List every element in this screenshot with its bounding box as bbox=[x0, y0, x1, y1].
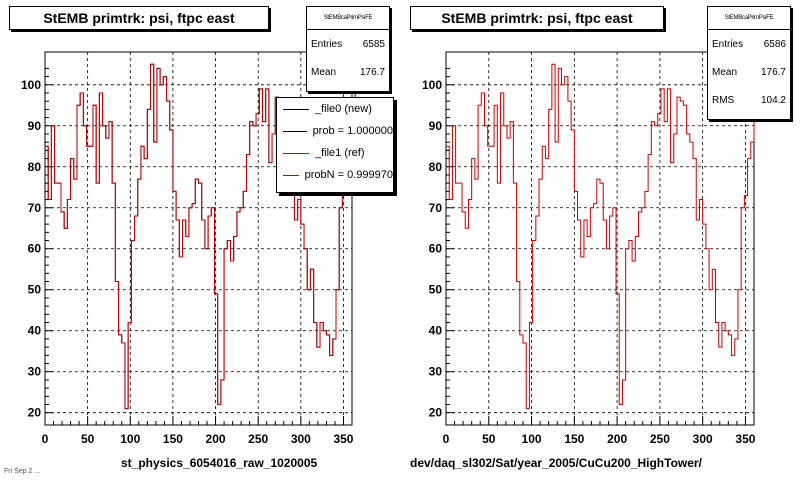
y-tick-label: 50 bbox=[28, 283, 42, 297]
y-tick-label: 80 bbox=[28, 160, 42, 174]
histogram-series-main bbox=[446, 63, 761, 410]
y-tick-label: 60 bbox=[429, 242, 443, 256]
y-tick-label: 90 bbox=[28, 119, 42, 133]
x-tick-label: 0 bbox=[443, 432, 450, 446]
y-tick-label: 100 bbox=[21, 78, 41, 92]
y-tick-label: 30 bbox=[429, 365, 443, 379]
y-tick-label: 40 bbox=[429, 324, 443, 338]
panel1-stats-box: StEMBcaPrimPsiFE Entries 6585 Mean 176.7 bbox=[306, 6, 390, 92]
panel1-stats-row-entries: Entries 6585 bbox=[311, 38, 385, 50]
y-tick-label: 50 bbox=[429, 283, 443, 297]
x-tick-label: 200 bbox=[607, 432, 627, 446]
y-tick-label: 70 bbox=[28, 201, 42, 215]
y-tick-label: 90 bbox=[429, 119, 443, 133]
x-tick-label: 100 bbox=[522, 432, 542, 446]
y-tick-label: 80 bbox=[429, 160, 443, 174]
x-tick-label: 350 bbox=[735, 432, 755, 446]
y-tick-label: 70 bbox=[429, 201, 443, 215]
y-tick-label: 20 bbox=[429, 406, 443, 420]
x-tick-label: 250 bbox=[650, 432, 670, 446]
legend-item-file1: _file1 (ref) bbox=[277, 142, 393, 164]
legend-item-file0: _file0 (new) bbox=[277, 98, 393, 120]
histogram-series-file1-ref bbox=[45, 63, 359, 410]
panel1-stats-row-mean: Mean 176.7 bbox=[311, 66, 385, 78]
legend-swatch-black bbox=[283, 108, 309, 110]
x-tick-label: 150 bbox=[564, 432, 584, 446]
legend-swatch-red bbox=[283, 174, 299, 176]
panel1-stats-name: StEMBcaPrimPsiFE bbox=[307, 7, 389, 30]
y-tick-label: 60 bbox=[28, 242, 42, 256]
footer-timestamp: Fri Sep 2 ... bbox=[4, 468, 41, 475]
x-tick-label: 200 bbox=[206, 432, 226, 446]
x-tick-label: 250 bbox=[248, 432, 268, 446]
y-tick-label: 20 bbox=[28, 406, 42, 420]
legend-item-probn: probN = 0.999970 bbox=[277, 164, 393, 186]
y-tick-label: 100 bbox=[422, 78, 442, 92]
panel1-file-label: st_physics_6054016_raw_1020005 bbox=[121, 456, 318, 470]
y-tick-label: 40 bbox=[28, 324, 42, 338]
x-tick-label: 50 bbox=[482, 432, 496, 446]
legend-item-prob: prob = 1.000000 bbox=[277, 120, 393, 142]
x-tick-label: 150 bbox=[163, 432, 183, 446]
x-tick-label: 350 bbox=[333, 432, 353, 446]
panel2-file-label: dev/daq_sl302/Sat/year_2005/CuCu200_High… bbox=[410, 456, 702, 470]
x-tick-label: 300 bbox=[693, 432, 713, 446]
panel2-stats-row-mean: Mean 176.7 bbox=[712, 66, 786, 78]
panel2-stats-name: StEMBcaPrimPsiFE bbox=[708, 7, 790, 30]
panel2-stats-box: StEMBcaPrimPsiFE Entries 6586 Mean 176.7 R… bbox=[707, 6, 791, 120]
panel2-stats-row-rms: RMS 104.2 bbox=[712, 94, 786, 106]
panel1-legend: _file0 (new) prob = 1.000000 _file1 (ref… bbox=[276, 97, 394, 193]
panel2-title: StEMB primtrk: psi, ftpc east bbox=[410, 6, 664, 30]
x-tick-label: 0 bbox=[42, 432, 49, 446]
x-tick-label: 50 bbox=[81, 432, 95, 446]
legend-swatch-black bbox=[283, 130, 307, 132]
panel2-stats-row-entries: Entries 6586 bbox=[712, 38, 786, 50]
legend-swatch-red bbox=[283, 152, 309, 154]
panel1-title: StEMB primtrk: psi, ftpc east bbox=[9, 6, 269, 30]
x-tick-label: 300 bbox=[291, 432, 311, 446]
x-tick-label: 100 bbox=[120, 432, 140, 446]
y-tick-label: 30 bbox=[28, 365, 42, 379]
